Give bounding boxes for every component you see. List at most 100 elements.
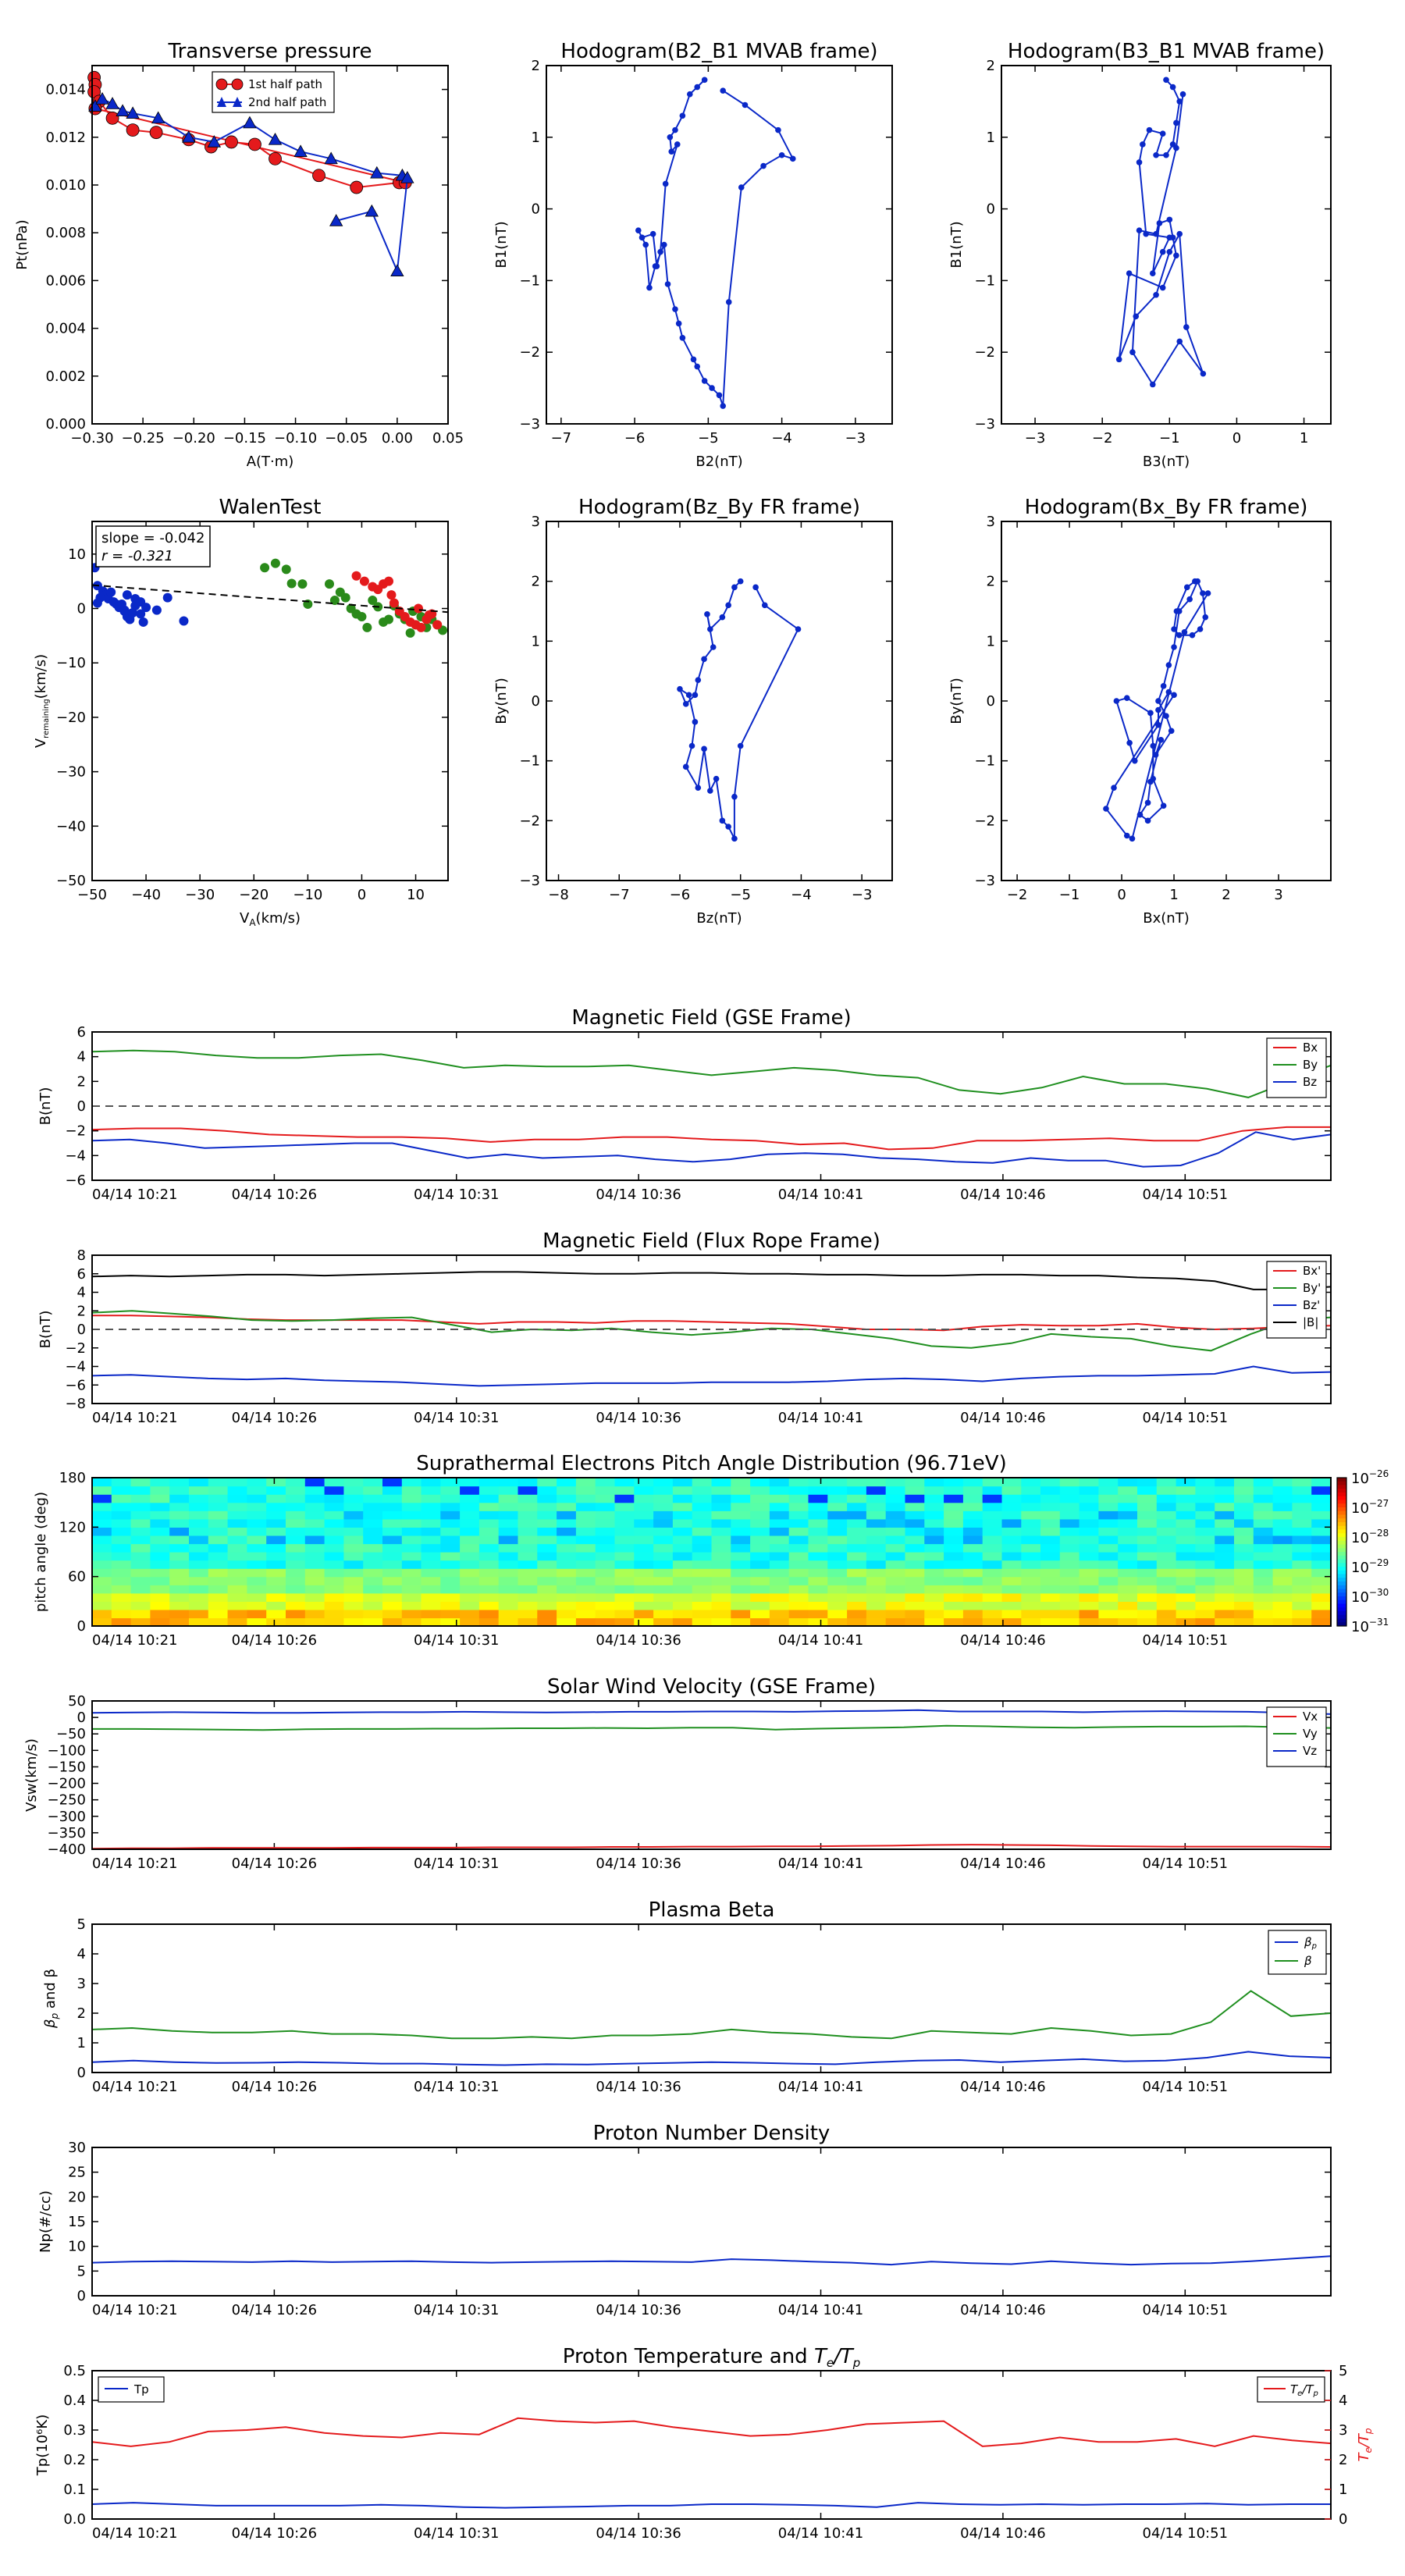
tp-title: Proton Temperature and Te/Tp — [563, 2345, 861, 2370]
pad-cell — [247, 1502, 267, 1511]
pad-cell — [595, 1568, 616, 1578]
pad-ytick-label: 120 — [59, 1519, 86, 1535]
walen-ytick-label: −30 — [56, 764, 86, 781]
hodo_b3b1-point — [1169, 234, 1176, 241]
pad-cell — [382, 1585, 403, 1594]
pad-cell — [962, 1576, 984, 1585]
pad-cell — [1059, 1535, 1080, 1545]
pad-cell — [189, 1552, 209, 1561]
hodo_bxby-point — [1144, 817, 1151, 824]
pad-cell — [692, 1552, 713, 1561]
pad-cell — [421, 1478, 441, 1487]
pad-cell — [1272, 1609, 1293, 1619]
vsw-time-label: 04/14 10:36 — [596, 1856, 681, 1872]
pad-cell — [1098, 1535, 1119, 1545]
pad-cell — [1253, 1585, 1274, 1594]
walen-ytick-label: −10 — [56, 655, 86, 671]
pad-cell — [1098, 1609, 1119, 1619]
pad-cell — [982, 1485, 1003, 1495]
mag_fr-title: Magnetic Field (Flux Rope Frame) — [542, 1229, 880, 1253]
pad-cell — [1292, 1617, 1312, 1627]
pad-cell — [1137, 1552, 1158, 1561]
pad-cell — [537, 1592, 557, 1602]
pad-cell — [247, 1478, 267, 1487]
pad-cell — [460, 1568, 480, 1578]
walen-point — [416, 622, 426, 632]
pad-cell — [982, 1585, 1003, 1594]
pad-cell — [847, 1543, 867, 1553]
hodo_bzby-point — [688, 742, 695, 749]
pad-cell — [808, 1527, 828, 1536]
pad-cell — [808, 1560, 828, 1569]
vsw-ylabel: Vsw(km/s) — [23, 1738, 40, 1812]
pad-cell — [208, 1552, 229, 1561]
hodo_bxby-point — [1165, 688, 1172, 696]
pad-cell — [595, 1576, 616, 1585]
hodo_bxby-point — [1155, 721, 1161, 728]
pad-cell — [866, 1485, 887, 1495]
pad-cell — [1079, 1585, 1099, 1594]
pad-cell — [266, 1552, 286, 1561]
pad-cell — [208, 1617, 229, 1627]
pad-cell — [634, 1560, 654, 1569]
pad-cell — [324, 1518, 344, 1528]
hodo_b2b1-frame — [546, 65, 893, 425]
pad-cell — [363, 1576, 383, 1585]
pad-cell — [1272, 1585, 1293, 1594]
hodo_b3b1-point — [1176, 98, 1183, 105]
hodo_b2b1-point — [760, 162, 767, 169]
transverse-marker — [126, 123, 140, 137]
pad-cell — [150, 1552, 170, 1561]
hodo_bxby-ytick-label: −2 — [974, 813, 995, 829]
pad-cell — [92, 1502, 112, 1511]
hodo_b2b1-point — [674, 141, 681, 148]
pad-cell — [537, 1609, 557, 1619]
pad-cell — [847, 1560, 867, 1569]
pad-cell — [286, 1527, 306, 1536]
walen-xtick-label: −20 — [239, 887, 269, 903]
pad-cell — [1292, 1576, 1312, 1585]
pad-cell — [208, 1502, 229, 1511]
pad-cell — [1176, 1592, 1196, 1602]
hodo_bxby-point — [1171, 626, 1177, 632]
walen-point — [162, 592, 173, 603]
pad-cell — [885, 1552, 906, 1561]
pad-cell — [847, 1527, 867, 1536]
pad-cell — [286, 1478, 306, 1487]
pad-cell — [227, 1485, 247, 1495]
pad-cell — [363, 1502, 383, 1511]
hodo_b3b1-point — [1200, 370, 1207, 377]
pad-colorbar-base: 10 — [1351, 1530, 1369, 1546]
pad-cell — [672, 1560, 693, 1569]
pad-cell — [1253, 1601, 1274, 1610]
hodo_b3b1-point — [1115, 356, 1122, 363]
pad-cell — [847, 1601, 867, 1610]
pad-cell — [808, 1535, 828, 1545]
pad-cell — [1195, 1543, 1215, 1553]
pad-cell — [286, 1601, 306, 1610]
hodo_b3b1-ytick-label: 0 — [987, 201, 995, 218]
pad-cell — [169, 1585, 190, 1594]
pad-cell — [130, 1510, 151, 1520]
walen-point — [368, 596, 378, 606]
pad-cell — [227, 1601, 247, 1610]
pad-cell — [769, 1601, 790, 1610]
pad-cell — [286, 1535, 306, 1545]
hodo_bzby-series-line — [678, 580, 799, 839]
walen-xlabel-v: V — [240, 910, 250, 927]
pad-cell — [692, 1527, 713, 1536]
pad-cell — [731, 1552, 751, 1561]
pad-cell — [1137, 1617, 1158, 1627]
transverse-xtick-label: −0.05 — [325, 430, 368, 447]
pad-cell — [1156, 1609, 1177, 1619]
pad-cell — [1137, 1535, 1158, 1545]
pad-cell — [847, 1576, 867, 1585]
pad-cell — [150, 1478, 170, 1487]
pad-cell — [1040, 1560, 1061, 1569]
pad-cell — [343, 1552, 364, 1561]
pad-cell — [808, 1552, 828, 1561]
pad-cell — [557, 1494, 577, 1503]
pad-cell — [944, 1552, 964, 1561]
np-frame — [91, 2147, 1332, 2297]
pad-cell — [1118, 1510, 1138, 1520]
